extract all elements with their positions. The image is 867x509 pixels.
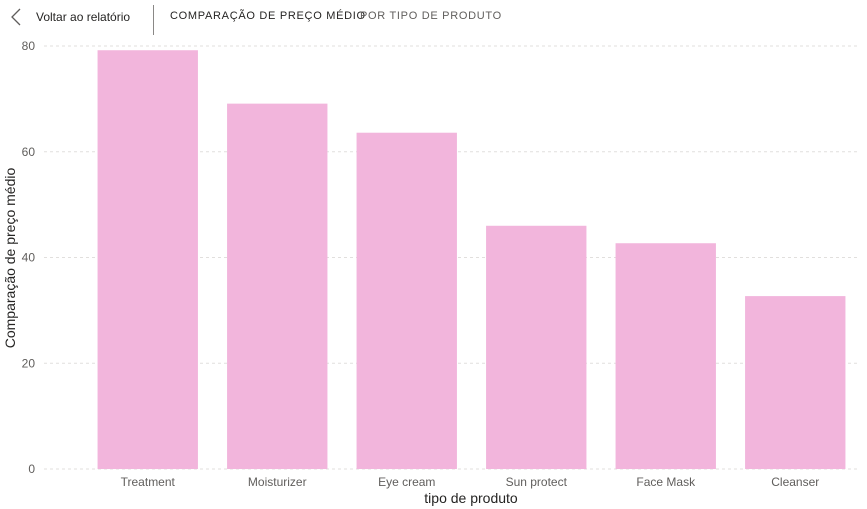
bar-sun-protect[interactable] (486, 225, 587, 469)
bar-treatment[interactable] (97, 50, 198, 469)
x-tick-label: Moisturizer (248, 475, 307, 489)
bar-moisturizer[interactable] (227, 103, 328, 469)
back-to-report-button[interactable]: Voltar ao relatório (10, 6, 130, 28)
page-title: COMPARAÇÃO DE PREÇO MÉDIO (170, 10, 366, 22)
y-tick-label: 80 (22, 39, 36, 53)
y-tick-label: 40 (22, 251, 36, 265)
header-divider (153, 5, 154, 35)
x-axis-ticks: Treatment Moisturizer Eye cream Sun protect… (121, 475, 820, 489)
bars (97, 50, 846, 469)
bar-eye-cream[interactable] (356, 132, 457, 469)
y-tick-label: 60 (22, 145, 36, 159)
y-tick-label: 0 (28, 462, 35, 476)
x-axis-title: tipo de produto (424, 490, 518, 506)
bar-cleanser[interactable] (745, 296, 846, 469)
x-tick-label: Face Mask (636, 475, 696, 489)
y-axis-ticks: 0 20 40 60 80 (22, 39, 36, 476)
chevron-left-icon (11, 8, 21, 26)
back-to-report-label: Voltar ao relatório (36, 10, 131, 24)
x-tick-label: Eye cream (378, 475, 435, 489)
report-header: Voltar ao relatório COMPARAÇÃO DE PREÇO … (0, 0, 867, 36)
x-tick-label: Sun protect (506, 475, 568, 489)
y-tick-label: 20 (22, 356, 36, 370)
bar-face-mask[interactable] (615, 243, 716, 469)
x-tick-label: Treatment (121, 475, 176, 489)
y-axis-title: Comparação de preço médio (2, 168, 18, 349)
page-subtitle: POR TIPO DE PRODUTO (360, 10, 502, 22)
x-tick-label: Cleanser (771, 475, 819, 489)
